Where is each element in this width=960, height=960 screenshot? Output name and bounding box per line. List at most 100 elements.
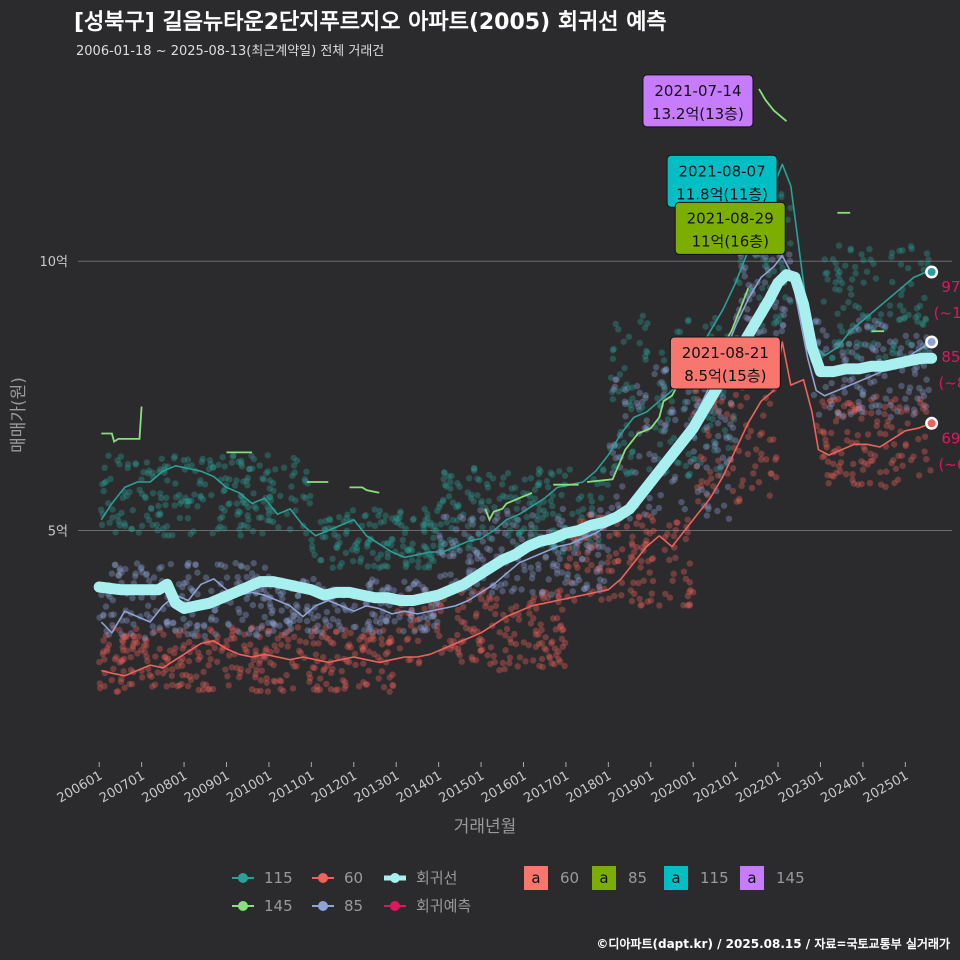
scatter-point-115 [256, 462, 263, 469]
scatter-point-60 [164, 657, 171, 664]
scatter-point-115 [775, 317, 782, 324]
scatter-point-115 [832, 279, 839, 286]
scatter-point-115 [159, 525, 167, 532]
scatter-point-60 [265, 627, 273, 635]
scatter-point-115 [349, 507, 357, 514]
scatter-point-60 [160, 631, 167, 638]
scatter-point-85 [662, 366, 670, 374]
scatter-point-115 [922, 316, 930, 323]
scatter-point-60 [342, 626, 349, 634]
scatter-point-85 [294, 611, 302, 618]
scatter-point-60 [121, 684, 128, 691]
scatter-point-60 [851, 404, 859, 412]
scatter-point-115 [343, 527, 351, 535]
scatter-point-115 [143, 512, 151, 519]
scatter-point-85 [369, 629, 376, 636]
scatter-point-60 [144, 657, 151, 665]
scatter-point-85 [553, 566, 561, 573]
scatter-point-60 [243, 648, 251, 655]
scatter-point-85 [163, 618, 170, 626]
scatter-point-115 [532, 531, 539, 538]
scatter-point-60 [341, 679, 349, 686]
scatter-point-115 [244, 481, 251, 489]
scatter-point-115 [385, 539, 392, 547]
scatter-point-85 [559, 505, 567, 513]
scatter-point-85 [874, 341, 882, 349]
scatter-point-115 [106, 519, 113, 527]
scatter-point-115 [196, 480, 203, 487]
scatter-point-85 [527, 530, 534, 538]
scatter-point-60 [585, 543, 593, 550]
scatter-point-60 [365, 628, 373, 635]
scatter-point-60 [868, 409, 875, 417]
scatter-point-115 [668, 398, 676, 405]
scatter-point-115 [654, 395, 661, 402]
scatter-point-60 [256, 660, 263, 667]
scatter-point-85 [870, 346, 877, 353]
scatter-point-85 [668, 478, 676, 485]
scatter-point-60 [684, 529, 691, 536]
scatter-point-115 [535, 465, 543, 473]
scatter-point-115 [246, 465, 253, 473]
scatter-point-60 [662, 590, 669, 598]
scatter-point-115 [686, 470, 693, 478]
scatter-point-60 [154, 669, 161, 676]
scatter-point-60 [290, 633, 298, 641]
scatter-point-60 [258, 667, 265, 674]
scatter-point-60 [542, 646, 550, 654]
scatter-point-115 [460, 511, 467, 518]
scatter-point-85 [138, 569, 146, 576]
scatter-point-85 [593, 568, 600, 576]
scatter-point-60 [351, 650, 359, 658]
scatter-point-60 [473, 610, 480, 617]
scatter-point-85 [254, 626, 262, 633]
scatter-point-115 [153, 521, 161, 529]
scatter-point-60 [884, 418, 892, 425]
scatter-point-85 [469, 515, 476, 522]
scatter-point-115 [238, 493, 245, 500]
scatter-point-85 [867, 379, 874, 386]
scatter-point-85 [479, 538, 487, 545]
scatter-point-60 [558, 627, 566, 634]
scatter-point-60 [773, 454, 780, 461]
scatter-point-85 [760, 327, 768, 335]
scatter-point-60 [649, 517, 657, 524]
scatter-point-115 [823, 269, 831, 277]
scatter-point-115 [918, 320, 926, 327]
scatter-point-60 [917, 395, 924, 403]
scatter-point-85 [911, 366, 918, 373]
scatter-point-60 [477, 635, 484, 643]
scatter-point-115 [415, 563, 422, 571]
scatter-point-115 [169, 532, 176, 539]
scatter-point-115 [612, 320, 619, 328]
scatter-point-115 [277, 492, 284, 500]
scatter-point-115 [135, 529, 143, 536]
scatter-point-115 [685, 450, 692, 458]
scatter-point-85 [863, 322, 871, 330]
scatter-point-115 [292, 507, 299, 514]
scatter-point-60 [288, 659, 296, 666]
scatter-point-115 [443, 519, 451, 526]
scatter-point-85 [265, 619, 272, 626]
callout-box [669, 336, 781, 390]
scatter-point-60 [588, 544, 596, 551]
scatter-point-115 [924, 261, 931, 268]
scatter-point-85 [167, 560, 175, 568]
scatter-point-115 [395, 519, 402, 527]
scatter-point-60 [313, 683, 321, 690]
scatter-point-60 [738, 482, 745, 490]
scatter-point-60 [262, 647, 269, 655]
scatter-point-115 [896, 302, 904, 309]
scatter-point-85 [334, 618, 342, 625]
scatter-point-85 [703, 464, 710, 471]
scatter-point-60 [697, 483, 705, 490]
scatter-point-60 [638, 557, 645, 565]
scatter-point-115 [623, 470, 631, 478]
scatter-point-60 [557, 622, 565, 629]
scatter-point-60 [310, 640, 317, 647]
scatter-point-115 [922, 315, 929, 322]
scatter-point-115 [876, 317, 883, 325]
scatter-point-85 [693, 402, 700, 409]
scatter-point-115 [486, 534, 493, 542]
scatter-point-85 [608, 504, 616, 512]
